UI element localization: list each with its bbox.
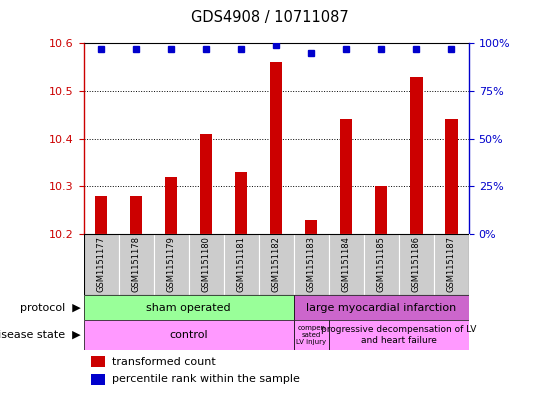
Bar: [224, 234, 259, 295]
Text: percentile rank within the sample: percentile rank within the sample: [113, 374, 300, 384]
Text: GSM1151187: GSM1151187: [447, 236, 456, 292]
Bar: [154, 234, 189, 295]
Text: GSM1151180: GSM1151180: [202, 236, 211, 292]
Bar: [91, 374, 105, 385]
Text: disease state  ▶: disease state ▶: [0, 330, 81, 340]
Bar: [340, 119, 353, 234]
Bar: [165, 176, 177, 234]
Text: GSM1151182: GSM1151182: [272, 236, 281, 292]
Bar: [445, 119, 458, 234]
Bar: [305, 220, 317, 234]
Bar: [84, 234, 119, 295]
Bar: [375, 186, 388, 234]
Bar: [270, 62, 282, 234]
Text: GSM1151178: GSM1151178: [132, 236, 141, 292]
Text: GSM1151185: GSM1151185: [377, 236, 386, 292]
Text: GDS4908 / 10711087: GDS4908 / 10711087: [191, 10, 348, 25]
Text: GSM1151177: GSM1151177: [96, 236, 106, 292]
Bar: [189, 234, 224, 295]
Text: GSM1151184: GSM1151184: [342, 236, 351, 292]
Text: GSM1151181: GSM1151181: [237, 236, 246, 292]
Bar: [364, 234, 399, 295]
Bar: [434, 234, 469, 295]
Bar: [130, 196, 142, 234]
Bar: [259, 234, 294, 295]
Bar: [329, 234, 364, 295]
Text: compen
sated
LV injury: compen sated LV injury: [296, 325, 326, 345]
Text: GSM1151183: GSM1151183: [307, 236, 316, 292]
Bar: [119, 234, 154, 295]
Text: protocol  ▶: protocol ▶: [20, 303, 81, 312]
Text: control: control: [169, 330, 208, 340]
Text: sham operated: sham operated: [146, 303, 231, 312]
Bar: [294, 295, 469, 320]
Bar: [329, 320, 469, 350]
Bar: [410, 77, 423, 234]
Bar: [399, 234, 434, 295]
Bar: [84, 320, 294, 350]
Bar: [91, 356, 105, 367]
Bar: [84, 295, 294, 320]
Text: progressive decompensation of LV
and heart failure: progressive decompensation of LV and hea…: [321, 325, 476, 345]
Text: GSM1151179: GSM1151179: [167, 236, 176, 292]
Bar: [200, 134, 212, 234]
Bar: [235, 172, 247, 234]
Text: GSM1151186: GSM1151186: [412, 236, 421, 292]
Text: large myocardial infarction: large myocardial infarction: [306, 303, 457, 312]
Bar: [95, 196, 107, 234]
Text: transformed count: transformed count: [113, 356, 216, 367]
Bar: [294, 234, 329, 295]
Bar: [294, 320, 329, 350]
